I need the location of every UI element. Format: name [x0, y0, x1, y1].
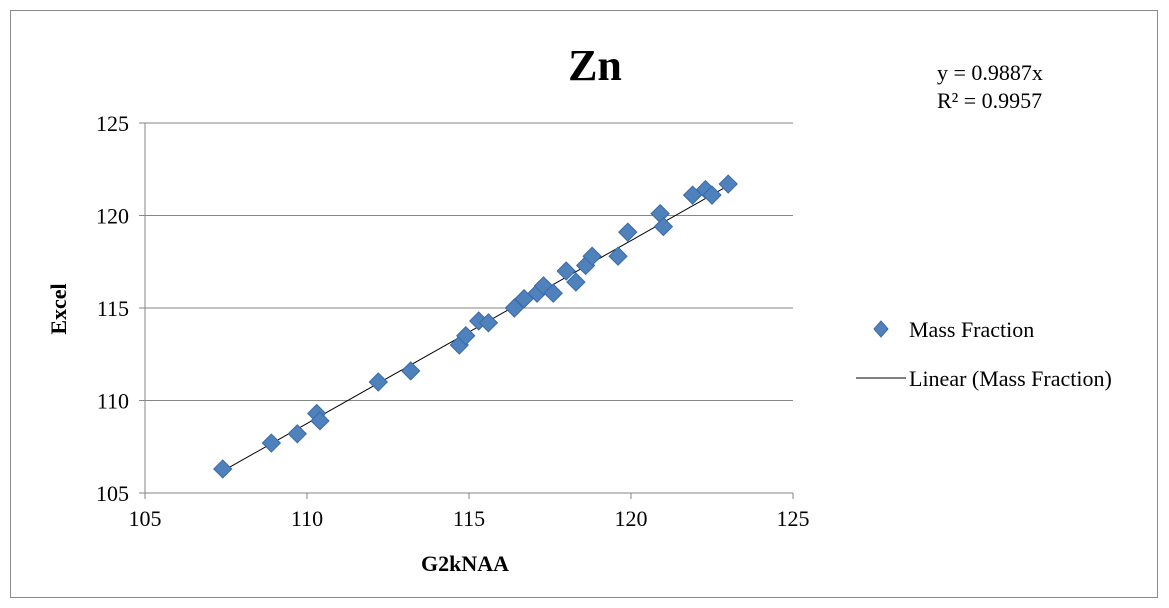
legend-label-mass-fraction: Mass Fraction: [909, 317, 1034, 342]
data-point: [582, 246, 602, 266]
x-tick-label: 115: [453, 506, 485, 531]
r-squared-label: R² = 0.9957: [937, 88, 1042, 113]
data-point: [287, 424, 307, 444]
trendline-line: [222, 185, 729, 472]
data-point: [504, 298, 525, 318]
chart-area: [10, 10, 1158, 598]
data-point: [368, 372, 388, 392]
y-tick-labels: 105 110 115 120 125: [96, 111, 129, 506]
x-tick-label: 110: [291, 506, 323, 531]
data-point: [400, 361, 421, 381]
chart-title: Zn: [568, 41, 622, 90]
data-point: [702, 185, 722, 205]
x-tick-label: 125: [777, 506, 810, 531]
data-point: [718, 174, 738, 194]
y-tick-label: 120: [96, 204, 129, 229]
data-point: [650, 203, 670, 224]
data-point: [543, 283, 563, 303]
data-point: [478, 313, 499, 333]
data-point: [310, 411, 330, 431]
legend: Mass Fraction Linear (Mass Fraction): [856, 317, 1112, 391]
y-axis-title: Excel: [46, 283, 71, 334]
y-tick-label: 125: [96, 111, 129, 136]
data-point: [566, 272, 586, 292]
data-points: [213, 174, 738, 479]
x-tick-labels: 105 110 115 120 125: [129, 506, 810, 531]
x-tick-label: 120: [615, 506, 648, 531]
y-tick-label: 105: [96, 481, 129, 506]
data-point: [608, 246, 628, 266]
data-point: [556, 261, 576, 281]
data-point: [618, 222, 638, 242]
data-point: [653, 216, 674, 237]
x-tick-label: 105: [129, 506, 162, 531]
y-tick-label: 115: [97, 296, 129, 321]
legend-label-linear: Linear (Mass Fraction): [909, 366, 1112, 391]
gridlines: [139, 122, 794, 499]
trendline-equation: y = 0.9887x: [937, 60, 1043, 85]
y-tick-label: 110: [97, 389, 129, 414]
legend-diamond-marker: [873, 320, 889, 338]
data-point: [456, 326, 476, 346]
data-point: [213, 459, 233, 479]
data-point: [261, 433, 282, 453]
x-axis-title: G2kNAA: [421, 551, 509, 576]
trendline: [222, 185, 729, 472]
